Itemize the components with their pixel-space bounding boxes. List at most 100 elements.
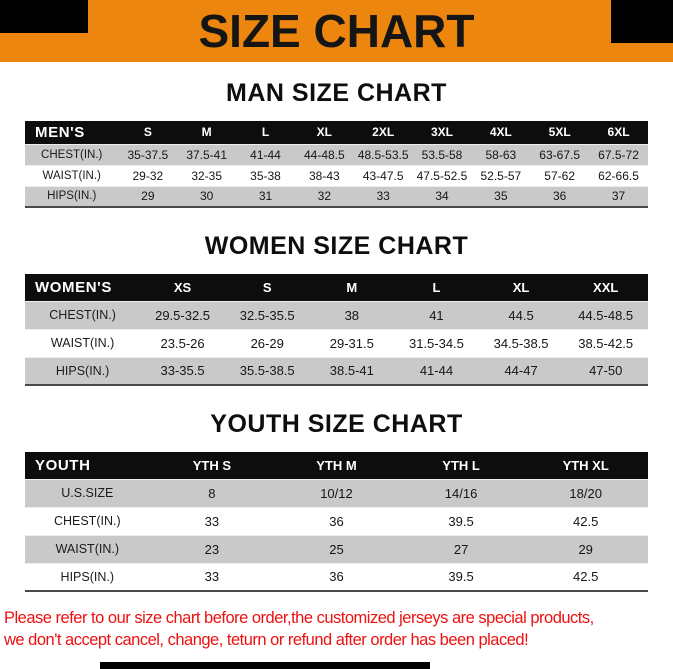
- size-value: 41: [394, 300, 479, 329]
- size-value: 23.5-26: [140, 328, 225, 357]
- size-value: 29.5-32.5: [140, 300, 225, 329]
- size-value: 36: [274, 506, 399, 535]
- size-value: 39.5: [398, 506, 524, 535]
- men-size-chart-section: MAN SIZE CHART MEN'S S M L XL 2XL 3XL 4XL 5XL 6XL C…: [0, 79, 673, 208]
- size-value: 37: [589, 185, 648, 207]
- size-value: 26-29: [224, 328, 310, 357]
- size-value: 47-50: [563, 356, 648, 385]
- size-column-header: 5XL: [530, 121, 590, 144]
- footer-notice: Please refer to our size chart before or…: [4, 607, 673, 652]
- row-label: HIPS(IN.): [25, 562, 150, 591]
- size-value: 36: [274, 562, 399, 591]
- page-title: SIZE CHART: [198, 5, 475, 57]
- size-column-header: M: [309, 274, 395, 301]
- row-label: WAIST(IN.): [25, 164, 119, 186]
- table-row: CHEST(IN.) 33 36 39.5 42.5: [25, 506, 648, 535]
- size-value: 67.5-72: [589, 143, 648, 165]
- row-label: CHEST(IN.): [25, 300, 141, 329]
- size-value: 8: [149, 478, 275, 507]
- top-left-black-block: [0, 0, 88, 33]
- size-value: 38-43: [294, 164, 354, 186]
- size-value: 33: [353, 185, 413, 207]
- size-column-header: YTH L: [398, 452, 524, 479]
- size-value: 29: [523, 534, 648, 563]
- size-column-header: YTH XL: [523, 452, 648, 479]
- size-value: 31.5-34.5: [394, 328, 479, 357]
- table-row: CHEST(IN.) 35-37.5 37.5-41 41-44 44-48.5 48.5…: [25, 143, 648, 165]
- size-value: 29-31.5: [309, 328, 395, 357]
- size-column-header: XL: [294, 121, 354, 144]
- size-value: 29-32: [118, 164, 178, 186]
- row-label: HIPS(IN.): [25, 185, 119, 207]
- size-value: 27: [398, 534, 524, 563]
- row-label: HIPS(IN.): [25, 356, 141, 385]
- youth-chart-title: YOUTH SIZE CHART: [210, 410, 463, 438]
- women-size-chart-section: WOMEN SIZE CHART WOMEN'S XS S M L XL XXL CHEST(I…: [0, 232, 673, 386]
- size-value: 44-48.5: [294, 143, 354, 165]
- size-value: 44.5: [478, 300, 564, 329]
- footer-line-2: we don't accept cancel, change, teturn o…: [4, 631, 529, 650]
- size-value: 10/12: [274, 478, 399, 507]
- size-column-header: 6XL: [589, 121, 648, 144]
- size-value: 33-35.5: [140, 356, 225, 385]
- youth-corner-label: YOUTH: [25, 452, 150, 479]
- size-value: 35-38: [236, 164, 295, 186]
- row-label: U.S.SIZE: [25, 478, 150, 507]
- size-value: 32.5-35.5: [224, 300, 310, 329]
- size-value: 41-44: [236, 143, 295, 165]
- table-header-row: WOMEN'S XS S M L XL XXL: [25, 274, 648, 301]
- table-header-row: MEN'S S M L XL 2XL 3XL 4XL 5XL 6XL: [25, 121, 648, 144]
- table-row: HIPS(IN.) 33-35.5 35.5-38.5 38.5-41 41-44 44-…: [25, 356, 648, 385]
- size-value: 37.5-41: [177, 143, 237, 165]
- table-row: HIPS(IN.) 33 36 39.5 42.5: [25, 562, 648, 591]
- table-row: WAIST(IN.) 23.5-26 26-29 29-31.5 31.5-34.5 34…: [25, 328, 648, 357]
- size-column-header: XXL: [563, 274, 648, 301]
- size-value: 53.5-58: [412, 143, 472, 165]
- size-value: 29: [118, 185, 178, 207]
- size-value: 48.5-53.5: [353, 143, 413, 165]
- size-value: 57-62: [530, 164, 590, 186]
- size-column-header: 4XL: [471, 121, 531, 144]
- banner: SIZE CHART: [0, 0, 673, 62]
- size-column-header: 2XL: [353, 121, 413, 144]
- size-value: 39.5: [398, 562, 524, 591]
- size-column-header: L: [236, 121, 295, 144]
- size-value: 38.5-42.5: [563, 328, 648, 357]
- size-value: 52.5-57: [471, 164, 531, 186]
- table-row: WAIST(IN.) 23 25 27 29: [25, 534, 648, 563]
- size-value: 38.5-41: [309, 356, 395, 385]
- size-value: 31: [236, 185, 295, 207]
- size-value: 23: [149, 534, 275, 563]
- size-column-header: YTH S: [149, 452, 275, 479]
- size-value: 35-37.5: [118, 143, 178, 165]
- size-value: 35: [471, 185, 531, 207]
- size-value: 32-35: [177, 164, 237, 186]
- bottom-black-bar: [100, 662, 430, 669]
- size-value: 33: [149, 562, 275, 591]
- top-right-black-block: [611, 0, 673, 43]
- size-value: 34: [412, 185, 472, 207]
- size-value: 25: [274, 534, 399, 563]
- size-value: 43-47.5: [353, 164, 413, 186]
- table-header-row: YOUTH YTH S YTH M YTH L YTH XL: [25, 452, 648, 479]
- women-chart-title: WOMEN SIZE CHART: [204, 232, 469, 260]
- size-value: 42.5: [523, 506, 648, 535]
- row-label: WAIST(IN.): [25, 328, 141, 357]
- women-corner-label: WOMEN'S: [25, 274, 141, 301]
- size-value: 62-66.5: [589, 164, 648, 186]
- men-chart-title: MAN SIZE CHART: [226, 79, 447, 107]
- youth-size-table: YOUTH YTH S YTH M YTH L YTH XL U.S.SIZE 8 10/12…: [25, 452, 648, 592]
- size-column-header: S: [224, 274, 310, 301]
- size-column-header: YTH M: [274, 452, 399, 479]
- size-value: 44-47: [478, 356, 564, 385]
- size-value: 44.5-48.5: [563, 300, 648, 329]
- size-column-header: XL: [478, 274, 564, 301]
- men-corner-label: MEN'S: [25, 121, 119, 144]
- size-value: 63-67.5: [530, 143, 590, 165]
- table-row: CHEST(IN.) 29.5-32.5 32.5-35.5 38 41 44.5 44.5…: [25, 300, 648, 329]
- table-row: WAIST(IN.) 29-32 32-35 35-38 38-43 43-47.5 47.…: [25, 164, 648, 186]
- size-value: 30: [177, 185, 237, 207]
- tables-container: MAN SIZE CHART MEN'S S M L XL 2XL 3XL 4XL 5XL 6XL C…: [0, 79, 673, 592]
- size-value: 41-44: [394, 356, 479, 385]
- size-value: 33: [149, 506, 275, 535]
